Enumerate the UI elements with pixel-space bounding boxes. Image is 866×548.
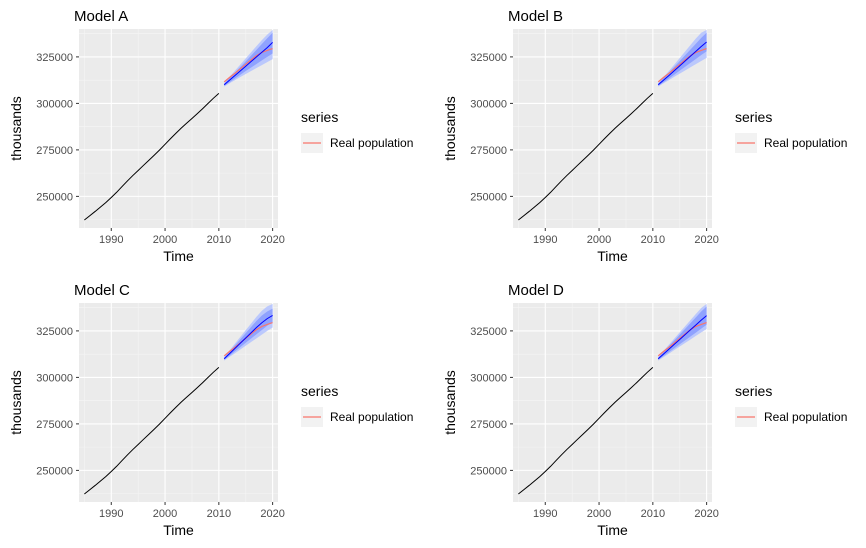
y-tick-label: 275000: [36, 419, 73, 431]
y-tick-label: 275000: [470, 145, 507, 157]
y-tick-label: 300000: [470, 372, 507, 384]
y-tick-label: 325000: [36, 52, 73, 64]
x-tick-label: 1990: [99, 234, 123, 246]
y-axis-title: thousands: [8, 370, 24, 435]
chart-panel-3: 1990 2000 2010 2020 250000 275000 300000 325000…: [8, 282, 413, 538]
real-population-line: [223, 321, 273, 357]
x-tick-label: 2010: [641, 508, 665, 520]
x-tick-label: 1990: [533, 508, 557, 520]
x-tick-label: 2000: [587, 234, 611, 246]
y-tick-label: 275000: [470, 419, 507, 431]
legend: series Real population: [735, 383, 847, 427]
forecast-mean-line: [657, 41, 707, 86]
legend-entry-real-population: Real population: [764, 136, 847, 150]
y-tick-label: 300000: [36, 372, 73, 384]
x-tick-label: 2020: [694, 508, 718, 520]
x-tick-label: 2020: [260, 508, 284, 520]
chart-panel-1: 1990 2000 2010 2020 250000 275000 300000 325000…: [8, 8, 413, 264]
x-tick-label: 2020: [694, 234, 718, 246]
y-tick-label: 275000: [36, 145, 73, 157]
x-axis-title: Time: [163, 522, 194, 538]
y-tick-label: 250000: [36, 465, 73, 477]
chart-panel-4: 1990 2000 2010 2020 250000 275000 300000 325000…: [442, 282, 847, 538]
y-tick-label: 300000: [36, 98, 73, 110]
y-tick-label: 250000: [36, 191, 73, 203]
real-population-line: [657, 47, 707, 83]
chart-title: Model A: [74, 8, 128, 25]
chart-title: Model C: [74, 282, 130, 299]
chart-title: Model B: [508, 8, 563, 25]
y-tick-label: 250000: [470, 465, 507, 477]
x-tick-label: 2010: [207, 234, 231, 246]
x-axis-title: Time: [597, 522, 628, 538]
legend: series Real population: [301, 383, 413, 427]
y-tick-label: 325000: [470, 326, 507, 338]
legend-title: series: [735, 383, 772, 399]
legend-entry-real-population: Real population: [330, 136, 413, 150]
forecast-mean-line: [657, 315, 707, 360]
legend-title: series: [735, 109, 772, 125]
legend-title: series: [301, 383, 338, 399]
x-tick-label: 2000: [153, 234, 177, 246]
y-axis-title: thousands: [442, 96, 458, 161]
x-axis-title: Time: [597, 248, 628, 264]
x-axis-title: Time: [163, 248, 194, 264]
y-axis-title: thousands: [8, 96, 24, 161]
y-tick-label: 325000: [470, 52, 507, 64]
x-tick-label: 2010: [641, 234, 665, 246]
forecast-mean-line: [223, 315, 273, 360]
real-population-line: [657, 321, 707, 357]
real-population-line: [223, 47, 273, 83]
x-tick-label: 2000: [153, 508, 177, 520]
chart-title: Model D: [508, 282, 564, 299]
history-line: [518, 366, 654, 495]
history-line: [84, 366, 220, 495]
legend: series Real population: [735, 109, 847, 153]
x-tick-label: 2020: [260, 234, 284, 246]
x-tick-label: 2000: [587, 508, 611, 520]
y-tick-label: 250000: [470, 191, 507, 203]
legend: series Real population: [301, 109, 413, 153]
legend-title: series: [301, 109, 338, 125]
x-tick-label: 1990: [533, 234, 557, 246]
chart-panel-2: 1990 2000 2010 2020 250000 275000 300000 325000…: [442, 8, 847, 264]
history-line: [84, 92, 220, 221]
x-tick-label: 1990: [99, 508, 123, 520]
y-tick-label: 325000: [36, 326, 73, 338]
history-line: [518, 92, 654, 221]
forecast-mean-line: [223, 42, 273, 86]
y-axis-title: thousands: [442, 370, 458, 435]
x-tick-label: 2010: [207, 508, 231, 520]
legend-entry-real-population: Real population: [764, 410, 847, 424]
legend-entry-real-population: Real population: [330, 410, 413, 424]
y-tick-label: 300000: [470, 98, 507, 110]
